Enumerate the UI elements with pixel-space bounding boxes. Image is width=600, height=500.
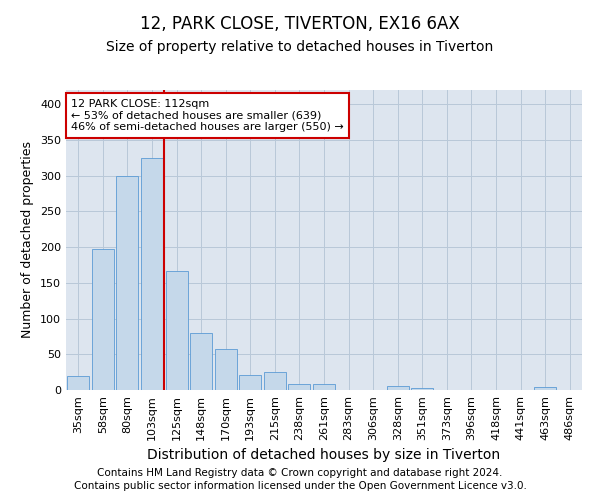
Text: Contains HM Land Registry data © Crown copyright and database right 2024.: Contains HM Land Registry data © Crown c… (97, 468, 503, 477)
Bar (289, 384, 310, 390)
Bar (264, 372, 286, 390)
Bar (386, 386, 409, 390)
Text: Contains public sector information licensed under the Open Government Licence v3: Contains public sector information licen… (74, 481, 526, 491)
X-axis label: Distribution of detached houses by size in Tiverton: Distribution of detached houses by size … (148, 448, 500, 462)
Bar (190, 333, 212, 390)
Bar (92, 250, 114, 390)
Bar (411, 388, 433, 390)
Y-axis label: Number of detached properties: Number of detached properties (22, 142, 34, 338)
Bar (141, 158, 163, 390)
Text: Size of property relative to detached houses in Tiverton: Size of property relative to detached ho… (106, 40, 494, 54)
Bar (239, 375, 262, 390)
Text: 12, PARK CLOSE, TIVERTON, EX16 6AX: 12, PARK CLOSE, TIVERTON, EX16 6AX (140, 15, 460, 33)
Bar (313, 384, 335, 390)
Bar (116, 176, 139, 390)
Text: 12 PARK CLOSE: 112sqm
← 53% of detached houses are smaller (639)
46% of semi-det: 12 PARK CLOSE: 112sqm ← 53% of detached … (71, 99, 344, 132)
Bar (166, 272, 188, 390)
Bar (215, 350, 237, 390)
Bar (67, 376, 89, 390)
Bar (534, 387, 556, 390)
